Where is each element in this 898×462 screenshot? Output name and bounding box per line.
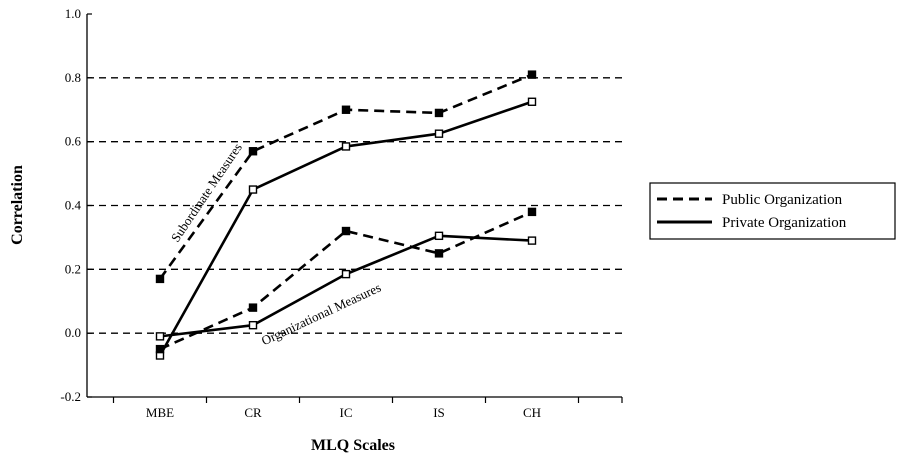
labels: -0.2 0.0 0.2 0.4 0.6 0.8 1.0 MBE CR IC IS CH <box>60 6 541 420</box>
x-axis-title: MLQ Scales <box>311 437 395 454</box>
data-point <box>155 332 165 341</box>
legend-box <box>649 182 896 240</box>
data-point <box>434 249 444 258</box>
legend-label-public: Public Organization <box>722 192 843 208</box>
series-group <box>155 70 537 360</box>
data-point <box>341 142 351 151</box>
x-tick-label: IS <box>433 405 445 420</box>
series-public-subordinate <box>155 70 537 284</box>
axes <box>86 13 623 403</box>
y-tick-label: -0.2 <box>60 389 81 404</box>
y-tick-label: 0.8 <box>65 70 81 85</box>
data-point <box>527 207 537 217</box>
legend: Public Organization Private Organization <box>649 182 896 240</box>
data-point <box>155 344 165 354</box>
data-point <box>434 231 444 241</box>
y-tick-label: 0.2 <box>65 261 81 276</box>
data-point <box>341 226 351 236</box>
data-point <box>248 303 258 312</box>
data-point <box>341 269 351 279</box>
legend-label-private: Private Organization <box>722 215 847 231</box>
data-point <box>155 274 165 284</box>
x-tick-label: CR <box>244 405 262 420</box>
series-private-subordinate <box>155 97 537 360</box>
data-point <box>248 185 258 194</box>
gridlines <box>87 77 622 334</box>
y-tick-label: 1.0 <box>65 6 81 21</box>
series-public-organizational <box>155 207 537 354</box>
y-tick-label: 0.0 <box>65 325 81 340</box>
data-point <box>248 147 258 156</box>
data-point <box>434 108 444 118</box>
series-line <box>159 210 533 351</box>
x-tick-label: IC <box>340 405 353 420</box>
data-point <box>341 105 351 114</box>
data-point <box>434 129 444 138</box>
y-axis-title: Correlation <box>9 165 26 245</box>
y-tick-label: 0.4 <box>65 198 82 213</box>
annotation-organizational-measures: Organizational Measures <box>259 280 383 349</box>
data-point <box>527 70 537 79</box>
x-tick-label: MBE <box>146 405 174 420</box>
data-point <box>527 97 537 106</box>
series-line <box>159 234 533 338</box>
y-tick-label: 0.6 <box>65 134 82 149</box>
data-point <box>527 236 537 245</box>
data-point <box>248 320 258 330</box>
x-tick-label: CH <box>523 405 541 420</box>
annotation-subordinate-measures: Subordinate Measures <box>168 140 245 244</box>
series-private-organizational <box>155 231 537 341</box>
